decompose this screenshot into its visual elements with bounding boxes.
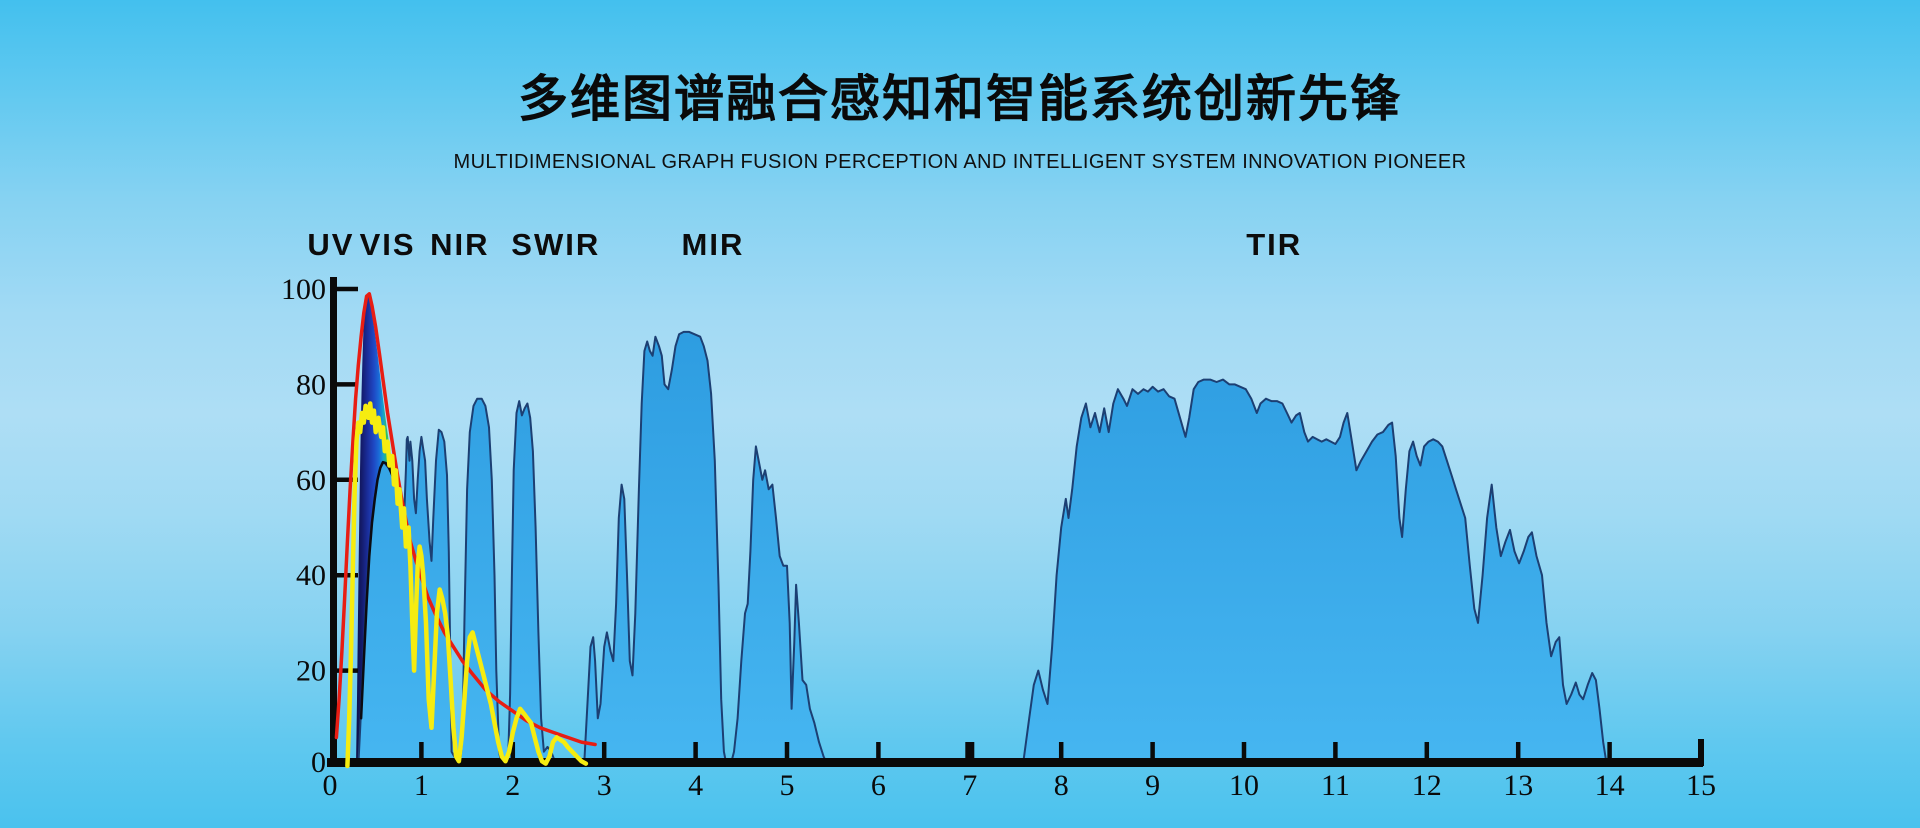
axes bbox=[327, 277, 1704, 767]
y-tick-label-100: 100 bbox=[281, 273, 326, 306]
y-tick-label-60: 60 bbox=[296, 464, 326, 497]
x-tick-label-13: 13 bbox=[1503, 769, 1533, 802]
x-tick-label-6: 6 bbox=[871, 769, 886, 802]
x-tick-label-4: 4 bbox=[688, 769, 703, 802]
blackbody-radiation-curve-line bbox=[334, 292, 597, 747]
y-tick-label-40: 40 bbox=[296, 559, 326, 592]
y-tick-label-0: 0 bbox=[311, 746, 326, 779]
band-label-uv: UV bbox=[307, 227, 354, 262]
x-tick-label-15: 15 bbox=[1686, 769, 1716, 802]
x-tick-label-1: 1 bbox=[414, 769, 429, 802]
band-label-nir: NIR bbox=[430, 227, 489, 262]
x-tick-label-0: 0 bbox=[323, 769, 338, 802]
x-tick-label-8: 8 bbox=[1054, 769, 1069, 802]
x-tick-label-2: 2 bbox=[505, 769, 520, 802]
band-label-mir: MIR bbox=[682, 227, 745, 262]
x-tick-label-10: 10 bbox=[1229, 769, 1259, 802]
x-tick-label-11: 11 bbox=[1321, 769, 1350, 802]
band-label-tir: TIR bbox=[1246, 227, 1302, 262]
ground-level-solar-spectrum-line bbox=[345, 401, 589, 769]
page-title: 多维图谱融合感知和智能系统创新先锋 bbox=[518, 71, 1402, 127]
x-tick-label-12: 12 bbox=[1412, 769, 1442, 802]
band-label-vis: VIS bbox=[360, 227, 416, 262]
x-tick-label-7: 7 bbox=[962, 769, 977, 802]
y-tick-label-20: 20 bbox=[296, 655, 326, 688]
y-tick-label-80: 80 bbox=[296, 368, 326, 401]
x-tick-label-3: 3 bbox=[597, 769, 612, 802]
x-tick-label-5: 5 bbox=[780, 769, 795, 802]
x-tick-label-9: 9 bbox=[1145, 769, 1160, 802]
page-subtitle: MULTIDIMENSIONAL GRAPH FUSION PERCEPTION… bbox=[453, 151, 1467, 173]
x-tick-label-14: 14 bbox=[1595, 769, 1625, 802]
band-labels: UV VIS NIR SWIR MIR TIR bbox=[307, 227, 1302, 262]
band-label-swir: SWIR bbox=[511, 227, 600, 262]
atmospheric-transmission-windows-area bbox=[357, 330, 1608, 767]
